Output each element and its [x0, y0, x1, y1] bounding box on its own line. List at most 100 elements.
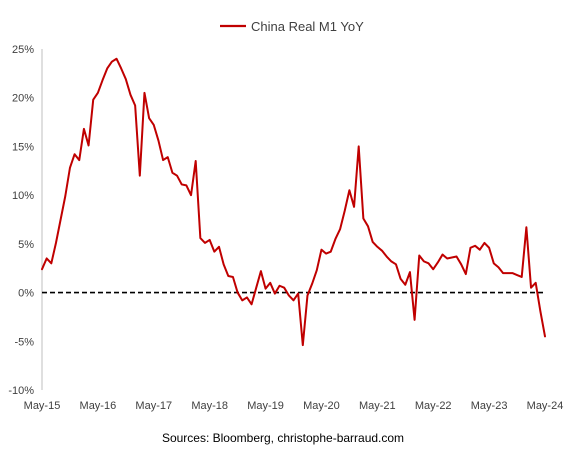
- y-tick-label: 0%: [18, 288, 34, 300]
- data-point: [199, 237, 201, 239]
- data-point: [362, 218, 364, 220]
- data-point: [74, 153, 76, 155]
- data-point: [260, 270, 262, 272]
- x-tick-label: May-21: [359, 400, 396, 412]
- data-point: [456, 256, 458, 258]
- data-point: [241, 299, 243, 301]
- x-tick-label: May-24: [527, 400, 564, 412]
- data-point: [111, 61, 113, 63]
- data-point: [213, 251, 215, 253]
- data-point: [69, 167, 71, 169]
- data-point: [404, 284, 406, 286]
- data-point: [442, 254, 444, 256]
- data-point: [148, 117, 150, 119]
- data-point: [367, 225, 369, 227]
- data-point: [320, 249, 322, 251]
- data-point: [400, 278, 402, 280]
- data-point: [265, 288, 267, 290]
- data-point: [511, 272, 513, 274]
- data-point: [157, 140, 159, 142]
- data-point: [255, 287, 257, 289]
- data-point: [302, 344, 304, 346]
- data-point: [390, 260, 392, 262]
- data-point: [50, 262, 52, 264]
- data-point: [283, 287, 285, 289]
- y-axis-tick-labels: 25% 20% 15% 10% 5% 0% -5% -10%: [8, 44, 34, 397]
- data-point: [316, 269, 318, 271]
- data-point: [60, 219, 62, 221]
- x-tick-label: May-15: [24, 400, 61, 412]
- data-point: [139, 175, 141, 177]
- data-point: [218, 246, 220, 248]
- series-line: [41, 57, 546, 347]
- y-tick-label: -10%: [8, 385, 34, 397]
- data-point: [195, 160, 197, 162]
- data-point: [483, 242, 485, 244]
- source-note: Sources: Bloomberg, christophe-barraud.c…: [162, 431, 404, 445]
- data-point: [418, 255, 420, 257]
- x-tick-label: May-18: [191, 400, 228, 412]
- data-point: [46, 257, 48, 259]
- data-point: [330, 251, 332, 253]
- data-point: [493, 262, 495, 264]
- data-point: [465, 273, 467, 275]
- data-point: [479, 249, 481, 251]
- data-point: [311, 283, 313, 285]
- data-point: [372, 241, 374, 243]
- x-axis-tick-labels: May-15 May-16 May-17 May-18 May-19 May-20 May-…: [24, 400, 564, 412]
- data-point: [460, 263, 462, 265]
- data-point: [530, 287, 532, 289]
- data-point: [325, 253, 327, 255]
- data-point: [334, 238, 336, 240]
- data-points: [41, 58, 546, 346]
- data-point: [129, 94, 131, 96]
- data-point: [339, 228, 341, 230]
- data-point: [446, 257, 448, 259]
- data-point: [437, 261, 439, 263]
- data-point: [376, 246, 378, 248]
- data-point: [432, 268, 434, 270]
- data-point: [306, 294, 308, 296]
- data-point: [451, 257, 453, 259]
- x-tick-label: May-16: [80, 400, 117, 412]
- y-tick-label: 25%: [12, 44, 34, 56]
- data-point: [539, 310, 541, 312]
- data-point: [171, 172, 173, 174]
- data-point: [348, 189, 350, 191]
- data-point: [190, 194, 192, 196]
- data-point: [544, 335, 546, 337]
- data-point: [209, 239, 211, 241]
- x-tick-label: May-17: [135, 400, 172, 412]
- data-point: [143, 92, 145, 94]
- data-point: [395, 263, 397, 265]
- data-point: [535, 282, 537, 284]
- data-point: [237, 292, 239, 294]
- data-point: [181, 183, 183, 185]
- data-point: [64, 195, 66, 197]
- data-point: [469, 247, 471, 249]
- data-point: [41, 268, 43, 270]
- data-point: [474, 245, 476, 247]
- data-point: [428, 262, 430, 264]
- data-point: [381, 250, 383, 252]
- y-tick-label: 5%: [18, 239, 34, 251]
- data-point: [162, 159, 164, 161]
- data-point: [106, 67, 108, 69]
- data-point: [92, 99, 94, 101]
- data-point: [251, 303, 253, 305]
- y-tick-label: -5%: [14, 336, 34, 348]
- data-point: [246, 296, 248, 298]
- data-point: [279, 285, 281, 287]
- data-point: [83, 128, 85, 130]
- data-point: [204, 242, 206, 244]
- data-point: [232, 276, 234, 278]
- data-point: [386, 256, 388, 258]
- data-point: [488, 247, 490, 249]
- data-point: [414, 319, 416, 321]
- y-tick-label: 10%: [12, 190, 34, 202]
- data-point: [274, 293, 276, 295]
- data-point: [227, 275, 229, 277]
- data-point: [497, 266, 499, 268]
- data-point: [293, 299, 295, 301]
- data-point: [358, 145, 360, 147]
